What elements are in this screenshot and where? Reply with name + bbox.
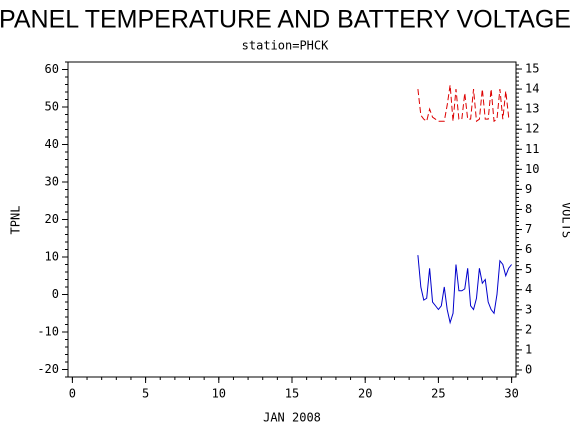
y2-axis-label: VOLTS (560, 202, 570, 238)
y2-tick-label: 3 (525, 302, 532, 316)
y2-tick-label: 11 (525, 142, 539, 156)
chart-title: PANEL TEMPERATURE AND BATTERY VOLTAGE (0, 6, 570, 34)
x-tick-label: 10 (212, 387, 226, 401)
y-tick-label: 40 (45, 137, 59, 151)
y2-tick-label: 13 (525, 102, 539, 116)
x-axis-label: JAN 2008 (263, 411, 321, 425)
y-tick-label: 20 (45, 212, 59, 226)
series-line (417, 85, 512, 123)
x-tick-label: 30 (504, 387, 518, 401)
y2-tick-label: 9 (525, 182, 532, 196)
y2-tick-label: 8 (525, 202, 532, 216)
plot-frame (67, 61, 517, 378)
y-axis-label: TPNL (9, 206, 23, 235)
y2-tick-label: 14 (525, 82, 539, 96)
y2-tick-label: 4 (525, 282, 532, 296)
x-tick-label: 25 (431, 387, 445, 401)
chart-subtitle: station=PHCK (242, 39, 329, 53)
y2-tick-label: 5 (525, 262, 532, 276)
y2-tick-label: 1 (525, 342, 532, 356)
y2-tick-label: 0 (525, 362, 532, 376)
y2-tick-label: 7 (525, 222, 532, 236)
y2-tick-label: 2 (525, 322, 532, 336)
x-tick-label: 0 (69, 387, 76, 401)
x-tick-label: 5 (142, 387, 149, 401)
y-tick-label: 50 (45, 100, 59, 114)
x-tick-label: 20 (358, 387, 372, 401)
series-line (417, 255, 513, 325)
y-tick-label: -20 (37, 362, 59, 376)
y-tick-label: 0 (52, 287, 59, 301)
y-tick-label: 30 (45, 175, 59, 189)
y-tick-label: -10 (37, 325, 59, 339)
y-tick-label: 10 (45, 250, 59, 264)
y2-tick-label: 10 (525, 162, 539, 176)
x-tick-label: 15 (285, 387, 299, 401)
y-tick-label: 60 (45, 62, 59, 76)
y2-tick-label: 12 (525, 122, 539, 136)
y2-tick-label: 6 (525, 242, 532, 256)
y2-tick-label: 15 (525, 62, 539, 76)
